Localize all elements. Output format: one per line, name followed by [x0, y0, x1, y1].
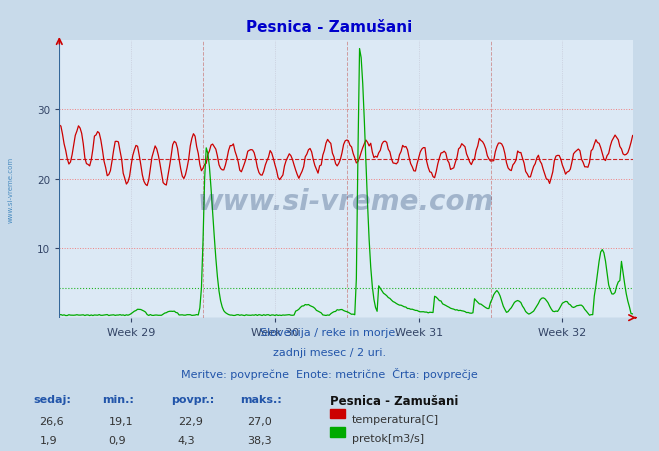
Text: Slovenija / reke in morje.: Slovenija / reke in morje.	[260, 327, 399, 337]
Text: min.:: min.:	[102, 395, 134, 405]
Text: Pesnica - Zamušani: Pesnica - Zamušani	[246, 20, 413, 35]
Text: 26,6: 26,6	[40, 416, 64, 426]
Text: 0,9: 0,9	[109, 435, 127, 445]
Text: 19,1: 19,1	[109, 416, 133, 426]
Text: Pesnica - Zamušani: Pesnica - Zamušani	[330, 395, 458, 408]
Text: Meritve: povprečne  Enote: metrične  Črta: povprečje: Meritve: povprečne Enote: metrične Črta:…	[181, 368, 478, 380]
Text: 22,9: 22,9	[178, 416, 203, 426]
Text: sedaj:: sedaj:	[33, 395, 71, 405]
Text: www.si-vreme.com: www.si-vreme.com	[8, 156, 14, 222]
Text: 38,3: 38,3	[247, 435, 272, 445]
Text: 4,3: 4,3	[178, 435, 196, 445]
Text: pretok[m3/s]: pretok[m3/s]	[351, 433, 424, 443]
Text: povpr.:: povpr.:	[171, 395, 215, 405]
Text: maks.:: maks.:	[241, 395, 282, 405]
Text: zadnji mesec / 2 uri.: zadnji mesec / 2 uri.	[273, 347, 386, 357]
Text: 27,0: 27,0	[247, 416, 272, 426]
Text: 1,9: 1,9	[40, 435, 57, 445]
Text: temperatura[C]: temperatura[C]	[351, 414, 439, 424]
Text: www.si-vreme.com: www.si-vreme.com	[198, 188, 494, 216]
